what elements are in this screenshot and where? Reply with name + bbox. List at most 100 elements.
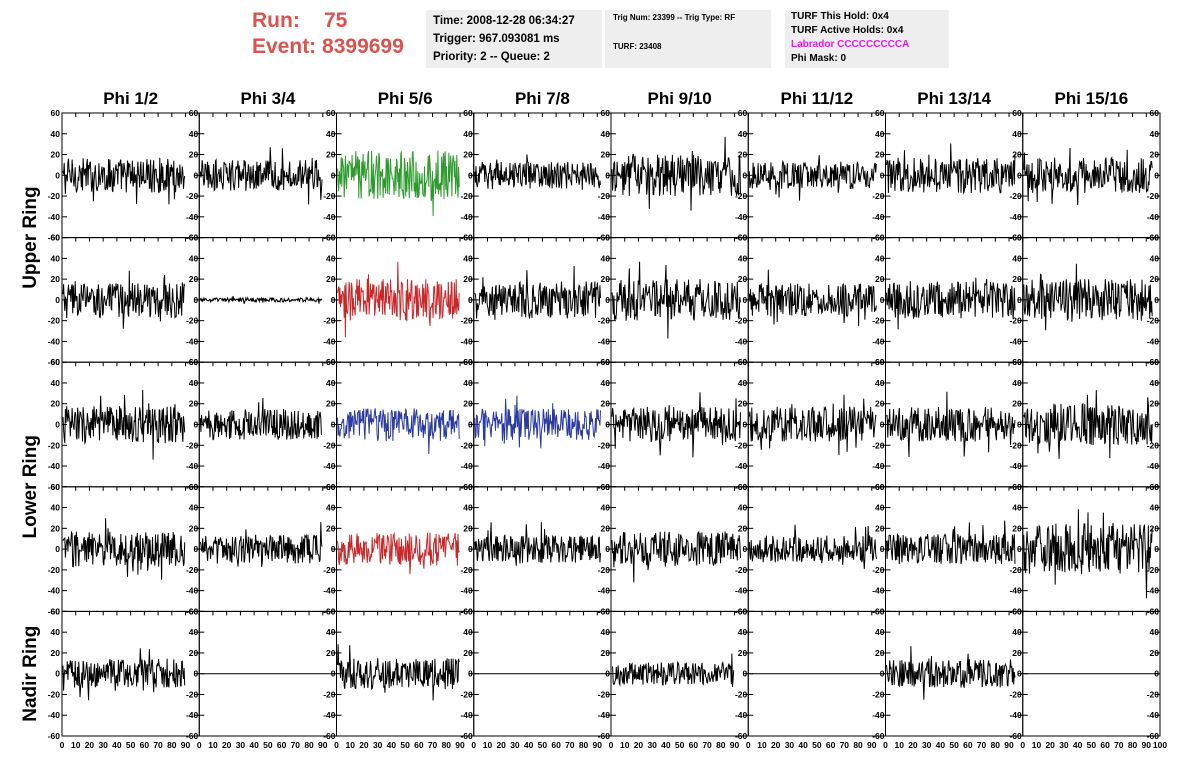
y-tick-label: -20	[48, 316, 61, 326]
x-tick-label: 30	[1059, 740, 1069, 750]
x-tick-label: 60	[277, 740, 287, 750]
x-tick-label: 70	[291, 740, 301, 750]
y-tick-label: 40	[1150, 253, 1160, 263]
y-tick-label: 60	[189, 233, 199, 243]
y-tick-label: 60	[1150, 357, 1160, 367]
waveform-trace	[886, 520, 1016, 565]
waveform-trace	[611, 136, 741, 211]
y-tick-label: -20	[872, 440, 885, 450]
y-tick-label: 60	[189, 357, 199, 367]
y-tick-label: 60	[463, 482, 473, 492]
y-tick-label: 60	[1012, 233, 1022, 243]
row-title: Nadir Ring	[20, 626, 41, 722]
run-label: Run:	[252, 9, 300, 32]
x-tick-label: 80	[442, 740, 452, 750]
y-tick-label: 20	[738, 274, 748, 284]
x-tick-label: 90	[1142, 740, 1152, 750]
x-tick-label: 90	[867, 740, 877, 750]
y-tick-label: 0	[194, 669, 199, 679]
y-tick-label: -40	[872, 461, 885, 471]
y-tick-label: 40	[326, 378, 336, 388]
x-tick-label: 40	[112, 740, 122, 750]
y-tick-label: -20	[598, 191, 611, 201]
y-tick-label: -20	[323, 565, 336, 575]
y-tick-label: -20	[323, 440, 336, 450]
y-tick-label: -20	[186, 689, 199, 699]
y-tick-label: 60	[601, 482, 611, 492]
y-tick-label: -40	[186, 586, 199, 596]
y-tick-label: -40	[1009, 212, 1022, 222]
y-tick-label: -40	[735, 586, 748, 596]
y-tick-label: 20	[1150, 150, 1160, 160]
y-tick-label: -20	[460, 316, 473, 326]
x-tick-label: 10	[483, 740, 493, 750]
x-tick-label: 70	[840, 740, 850, 750]
waveform-trace	[1023, 390, 1153, 459]
y-tick-label: 40	[738, 253, 748, 263]
y-tick-label: -40	[872, 710, 885, 720]
y-tick-label: 0	[1017, 295, 1022, 305]
y-tick-label: 60	[875, 357, 885, 367]
y-tick-label: -20	[460, 191, 473, 201]
waveform-trace	[199, 295, 323, 304]
y-tick-label: 0	[605, 420, 610, 430]
y-tick-label: 20	[51, 648, 61, 658]
x-tick-label: 40	[798, 740, 808, 750]
y-tick-label: 40	[326, 129, 336, 139]
y-tick-label: -40	[1147, 710, 1160, 720]
y-tick-label: 0	[743, 669, 748, 679]
y-tick-label: -40	[598, 336, 611, 346]
y-tick-label: 40	[189, 129, 199, 139]
y-tick-label: 40	[601, 253, 611, 263]
panel-frame	[1022, 237, 1161, 363]
y-tick-label: 20	[738, 150, 748, 160]
y-tick-label: -20	[48, 191, 61, 201]
waveform-trace	[62, 157, 186, 205]
y-tick-label: -20	[872, 565, 885, 575]
waveform-trace	[62, 648, 186, 701]
y-tick-label: -40	[186, 336, 199, 346]
y-tick-label: 20	[875, 399, 885, 409]
y-tick-label: 20	[738, 399, 748, 409]
column-title: Phi 15/16	[1055, 89, 1129, 108]
y-tick-label: 60	[738, 482, 748, 492]
y-tick-label: 40	[1150, 627, 1160, 637]
y-tick-label: 60	[1150, 233, 1160, 243]
x-tick-label: 10	[620, 740, 630, 750]
y-tick-label: -40	[1009, 336, 1022, 346]
y-tick-label: -20	[1147, 689, 1160, 699]
y-tick-label: -40	[186, 710, 199, 720]
x-tick-label: 50	[263, 740, 273, 750]
y-tick-label: -20	[872, 316, 885, 326]
y-tick-label: -20	[1009, 565, 1022, 575]
y-tick-label: -40	[1147, 586, 1160, 596]
trig-num-text: Trig Num: 23399 -- Trig Type: RF	[613, 13, 736, 22]
y-tick-label: 0	[55, 544, 60, 554]
y-tick-label: 20	[1012, 399, 1022, 409]
waveform-trace	[748, 524, 877, 569]
y-tick-label: 0	[55, 669, 60, 679]
x-tick-label: 80	[1128, 740, 1138, 750]
labrador-text: Labrador CCCCCCCCCA	[791, 39, 910, 50]
y-tick-label: 0	[1154, 295, 1159, 305]
x-tick-label: 60	[963, 740, 973, 750]
y-tick-label: 60	[875, 108, 885, 118]
y-tick-label: 40	[601, 503, 611, 513]
y-tick-label: 40	[875, 627, 885, 637]
y-tick-label: 40	[601, 378, 611, 388]
y-tick-label: 40	[875, 253, 885, 263]
y-tick-label: -20	[48, 440, 61, 450]
x-tick-label: 80	[167, 740, 177, 750]
waveform-trace	[611, 392, 741, 458]
y-tick-label: 60	[601, 233, 611, 243]
y-tick-label: 60	[51, 233, 61, 243]
y-tick-label: -40	[460, 710, 473, 720]
y-tick-label: -20	[735, 565, 748, 575]
y-tick-label: -20	[460, 565, 473, 575]
y-tick-label: 40	[189, 253, 199, 263]
y-tick-label: 0	[194, 544, 199, 554]
y-tick-label: 60	[326, 482, 336, 492]
x-tick-label: 10	[345, 740, 355, 750]
y-tick-label: -40	[48, 586, 61, 596]
y-tick-label: -40	[1147, 461, 1160, 471]
